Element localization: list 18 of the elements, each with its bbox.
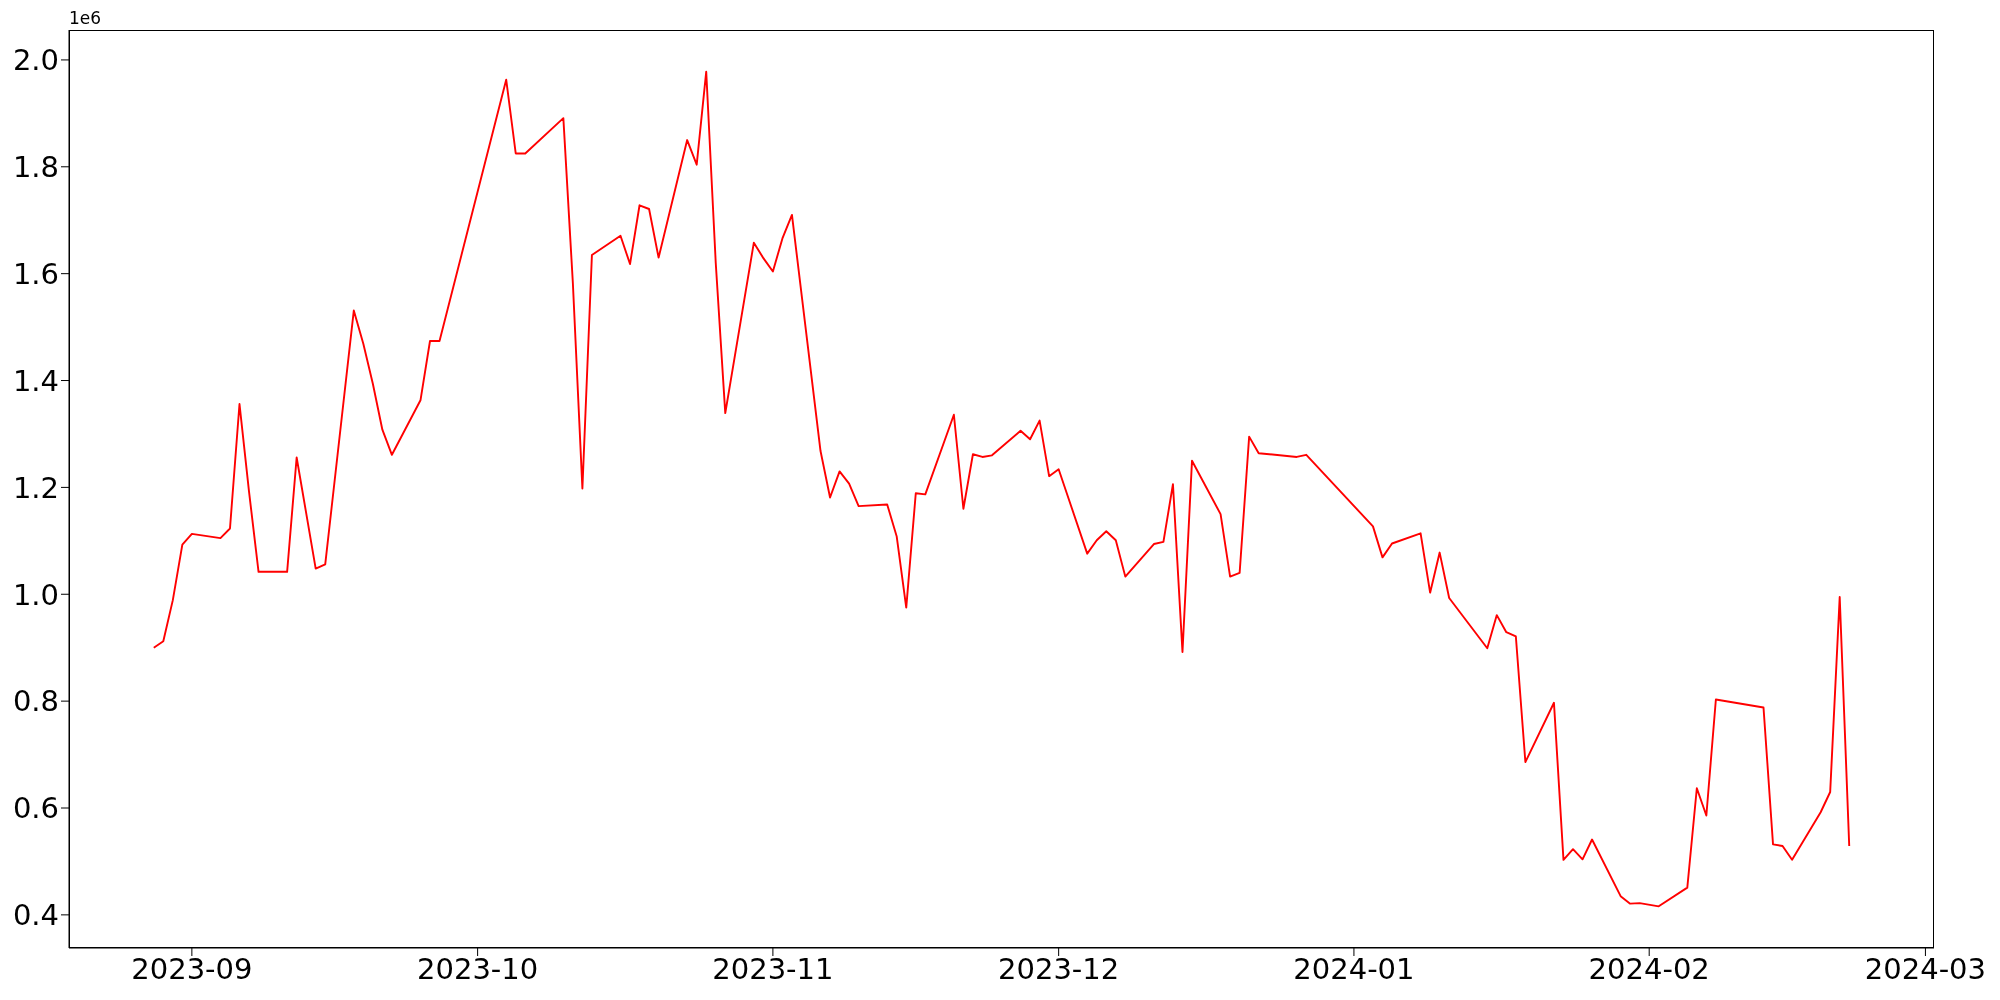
y-tick-label: 1.2 — [12, 470, 59, 505]
x-tick-label: 2023-10 — [417, 951, 539, 986]
x-tick-label: 2024-03 — [1864, 951, 1987, 986]
x-tick-label: 2023-12 — [998, 951, 1120, 986]
x-tick-label: 2023-11 — [712, 951, 834, 986]
y-tick-label: 1.8 — [12, 150, 59, 185]
y-tick-label: 1.0 — [12, 577, 59, 612]
x-tick-label: 2024-02 — [1588, 951, 1710, 986]
y-tick-label: 0.6 — [12, 791, 59, 826]
x-tick-label: 2024-01 — [1293, 951, 1415, 986]
y-tick-label: 1.6 — [12, 256, 59, 291]
y-tick-label: 2.0 — [12, 43, 59, 78]
line-series — [152, 70, 1851, 908]
y-tick-label: 1.4 — [12, 363, 59, 398]
y-tick-label: 0.8 — [12, 684, 59, 719]
y-tick-label: 0.4 — [12, 898, 59, 933]
x-tick-label: 2023-09 — [131, 951, 253, 986]
text: 1e6 — [69, 8, 102, 28]
